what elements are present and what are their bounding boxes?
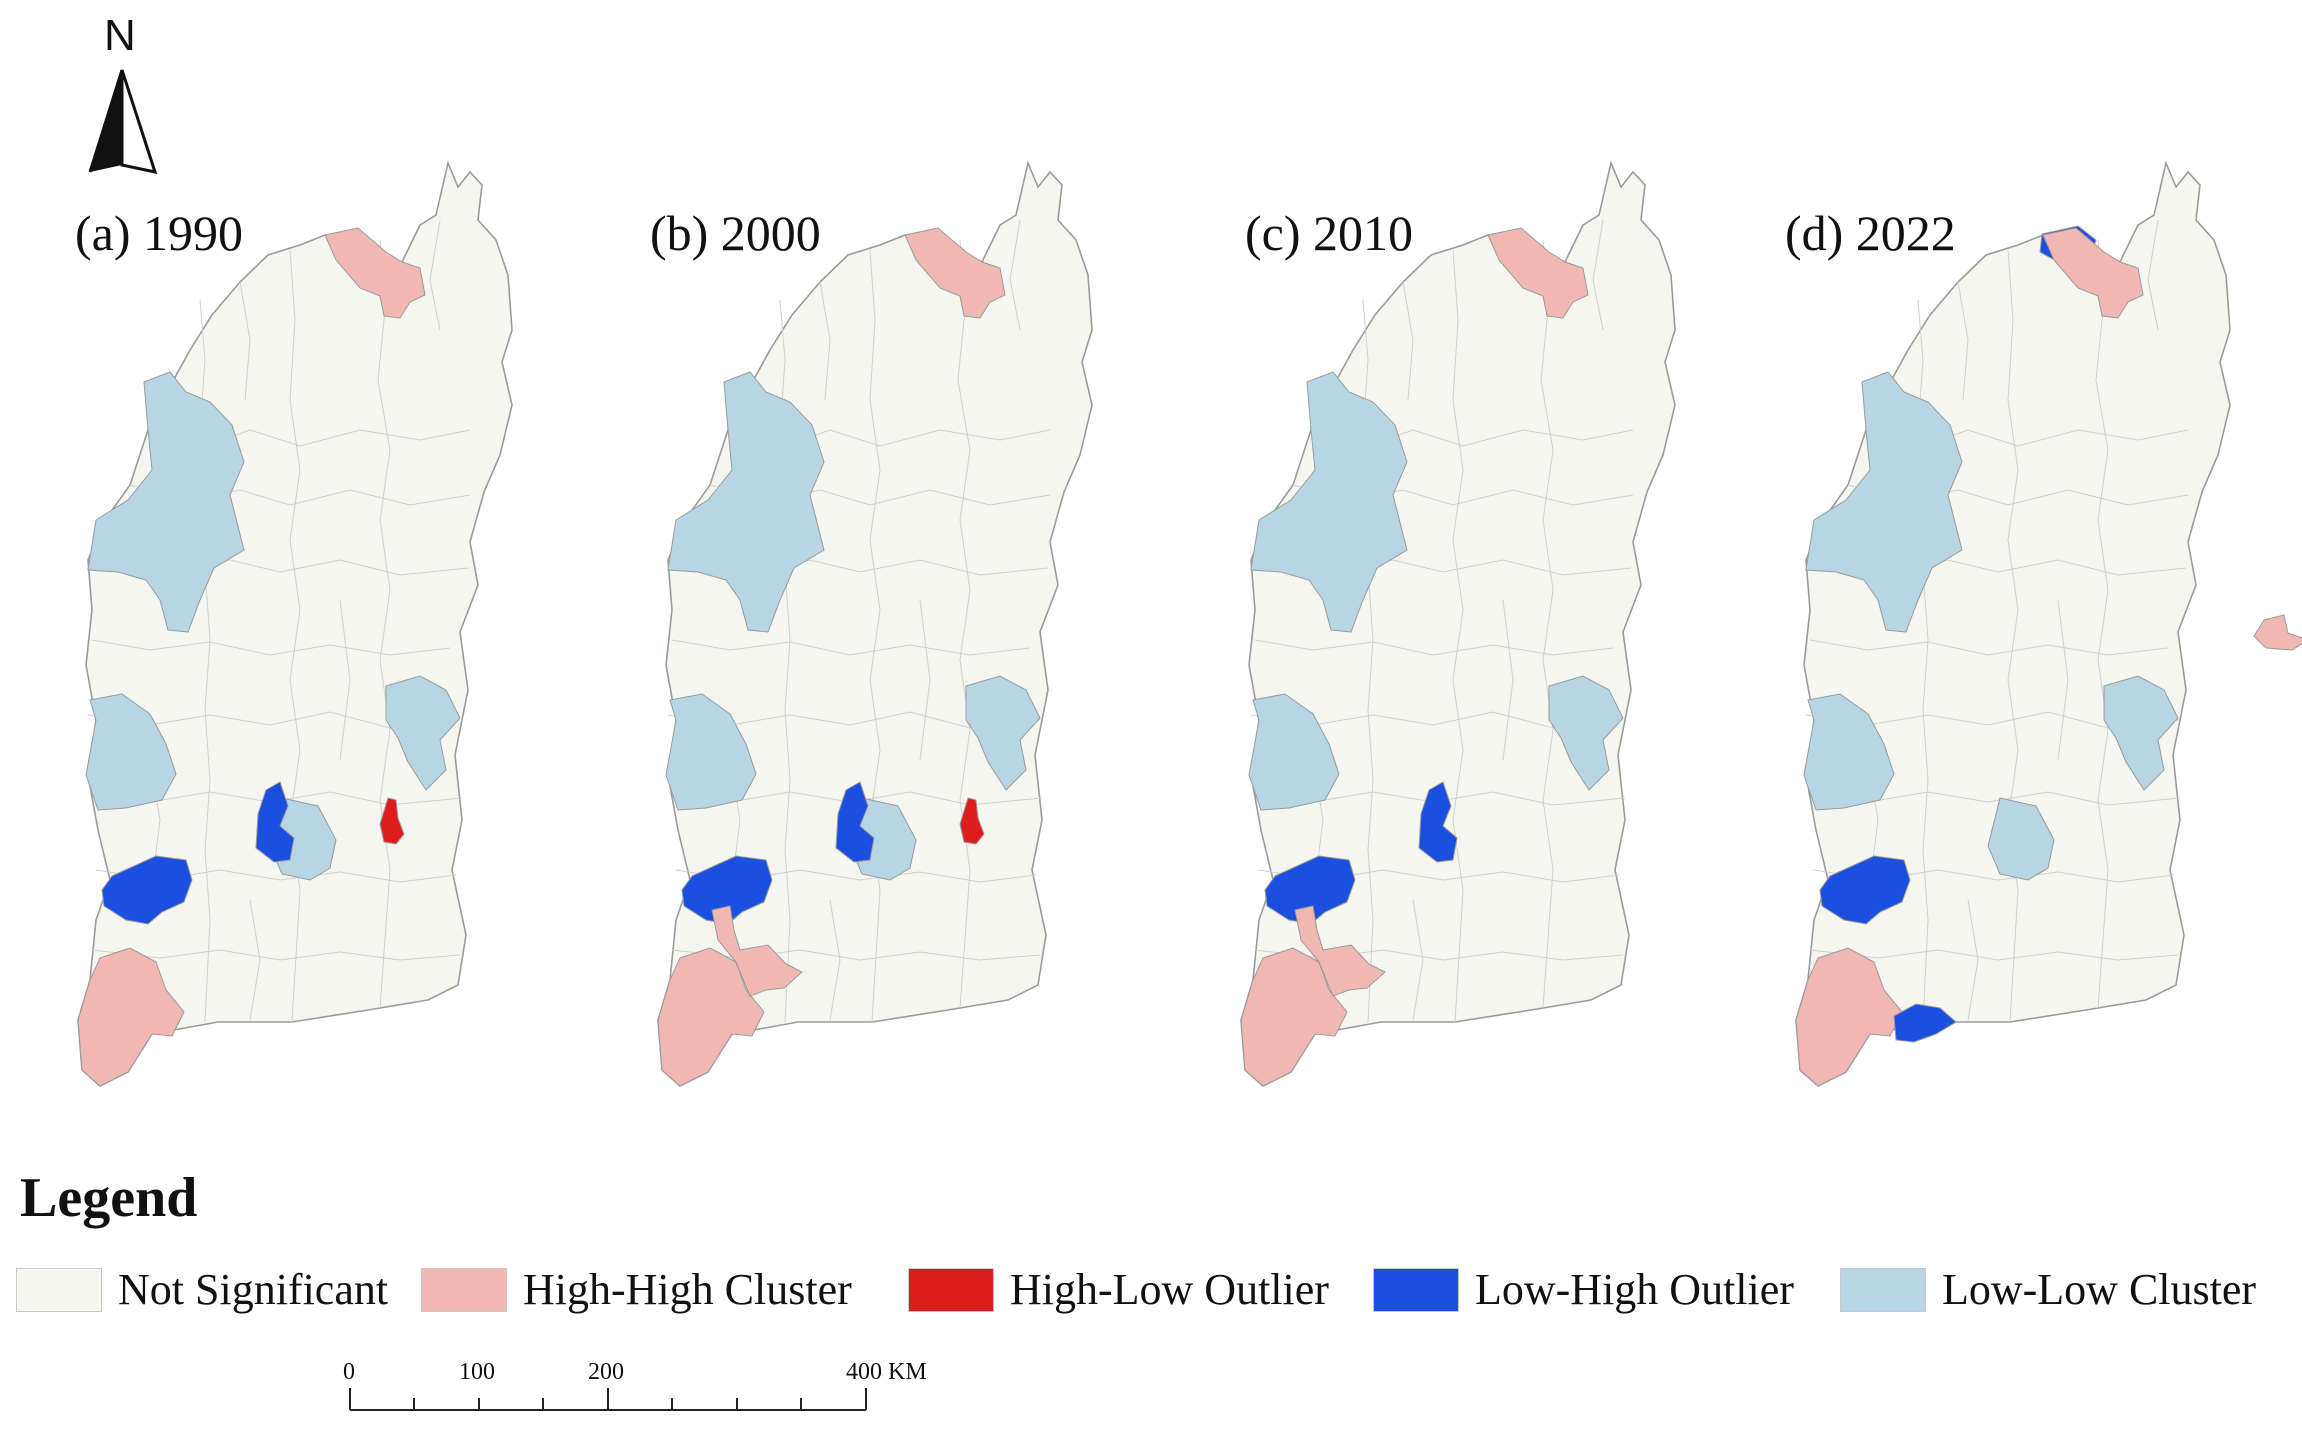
patch-south-central-cluster	[711, 905, 803, 997]
patch-east-central-cluster	[965, 675, 1041, 791]
map-panel-3	[1795, 160, 2302, 1087]
patch-northwest-cluster	[87, 371, 245, 633]
patch-southwest-outlier	[1819, 855, 1911, 925]
patch-east-south-outlier	[959, 797, 985, 845]
patch-central-cluster	[2253, 614, 2302, 651]
legend-swatch	[16, 1268, 102, 1312]
legend-item-high-high-cluster: High-High Cluster	[421, 1262, 852, 1318]
patch-central-south-outlier	[1418, 781, 1458, 863]
legend-label: High-High Cluster	[523, 1265, 852, 1314]
scale-tick-label: 400 KM	[846, 1359, 927, 1385]
patch-northwest-cluster	[1805, 371, 1963, 633]
patch-northwest-cluster	[1250, 371, 1408, 633]
patch-southeast-outlier	[1893, 1003, 1957, 1043]
legend-item-high-low-outlier: High-Low Outlier	[908, 1262, 1329, 1318]
legend-item-not-significant: Not Significant	[16, 1262, 388, 1318]
patch-east-central-cluster	[1548, 675, 1624, 791]
north-label: N	[104, 11, 136, 60]
legend-item-low-low-cluster: Low-Low Cluster	[1840, 1262, 2256, 1318]
patch-southwest-outlier	[101, 855, 193, 925]
patch-southwest-cluster	[77, 947, 185, 1087]
patch-east-central-cluster	[2103, 675, 2179, 791]
patch-northwest-cluster	[667, 371, 825, 633]
map-panel-0	[77, 160, 513, 1087]
patch-north-cluster	[2042, 227, 2144, 319]
patch-west-central-cluster	[665, 693, 757, 811]
patch-west-central-cluster	[1803, 693, 1895, 811]
province-outline	[657, 160, 1093, 1087]
patch-north-cluster	[904, 227, 1006, 319]
patch-west-central-cluster	[1248, 693, 1340, 811]
legend-swatch	[1840, 1268, 1926, 1312]
province-outline	[1240, 160, 1676, 1087]
province-outline	[77, 160, 513, 1087]
patch-east-central-cluster	[385, 675, 461, 791]
patch-central-south-cluster	[1987, 797, 2055, 881]
legend-label: Not Significant	[118, 1265, 389, 1314]
legend-label: High-Low Outlier	[1010, 1265, 1329, 1314]
map-panel-1	[657, 160, 1093, 1087]
patch-north-cluster	[324, 227, 426, 319]
scale-bar	[349, 1388, 867, 1411]
panel-label-b: (b) 2000	[650, 205, 821, 261]
north-arrow-icon	[88, 69, 158, 175]
legend-title: Legend	[20, 1167, 198, 1229]
province-outline	[1795, 160, 2231, 1087]
patch-southwest-outlier	[1264, 855, 1356, 925]
panel-label-d: (d) 2022	[1785, 205, 1956, 261]
patch-south-central-cluster	[1294, 905, 1386, 997]
patch-west-central-cluster	[85, 693, 177, 811]
legend-swatch	[908, 1268, 994, 1312]
panel-label-c: (c) 2010	[1245, 205, 1413, 261]
legend-swatch	[1373, 1268, 1459, 1312]
county-borders	[87, 219, 471, 1023]
patch-southwest-cluster	[1795, 947, 1903, 1087]
scale-tick-label: 100	[459, 1359, 495, 1385]
patch-east-south-outlier	[379, 797, 405, 845]
map-panel-2	[1240, 160, 1676, 1087]
legend-label: Low-Low Cluster	[1942, 1265, 2257, 1314]
panel-label-a: (a) 1990	[75, 205, 243, 261]
scale-tick-label: 0	[343, 1359, 355, 1385]
legend-label: Low-High Outlier	[1475, 1265, 1794, 1314]
legend-item-low-high-outlier: Low-High Outlier	[1373, 1262, 1794, 1318]
scale-tick-label: 200	[588, 1359, 624, 1385]
patch-central-south-outlier	[835, 781, 875, 863]
legend-swatch	[421, 1268, 507, 1312]
patch-north-cluster	[1487, 227, 1589, 319]
patch-central-south-outlier	[255, 781, 295, 863]
patch-southwest-outlier	[681, 855, 773, 925]
